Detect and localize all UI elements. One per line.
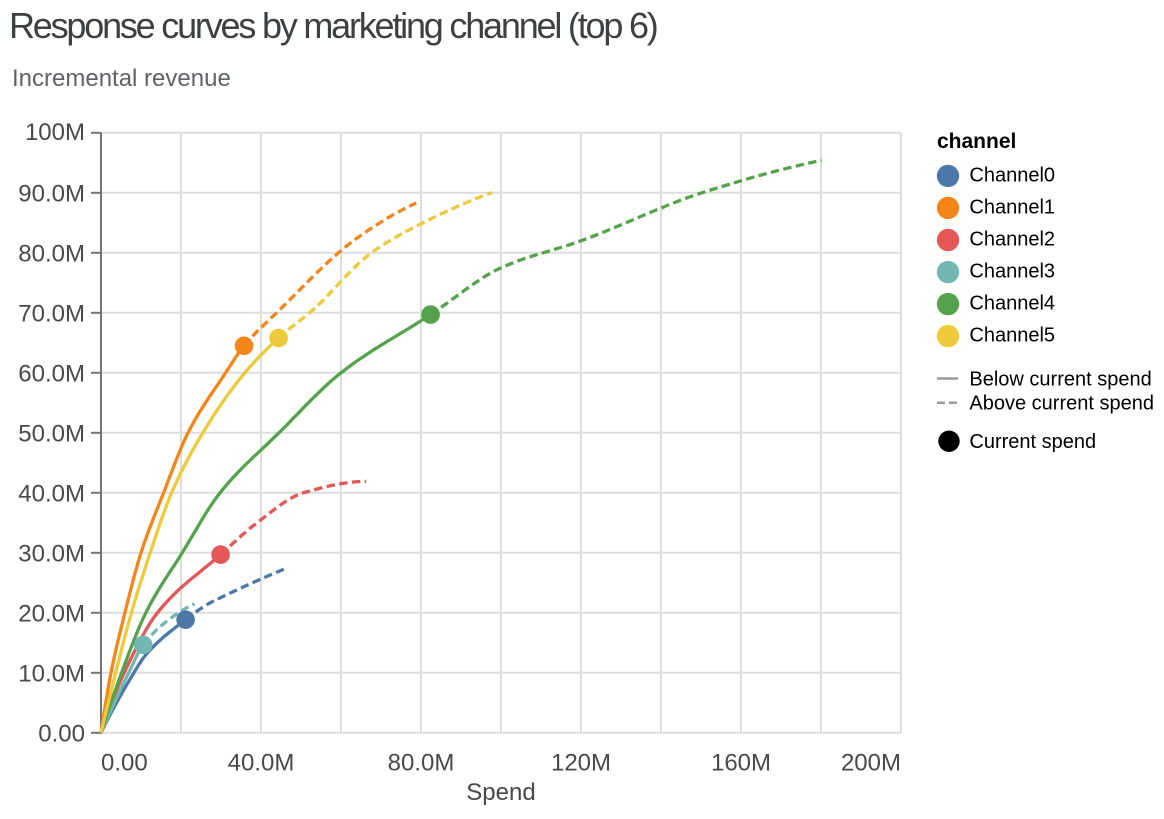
svg-text:100M: 100M bbox=[25, 119, 85, 146]
svg-text:Spend: Spend bbox=[466, 779, 535, 806]
svg-text:200M: 200M bbox=[841, 750, 901, 777]
svg-text:Channel0: Channel0 bbox=[969, 164, 1055, 186]
svg-text:Below current spend: Below current spend bbox=[969, 368, 1151, 390]
svg-text:Response curves by marketing c: Response curves by marketing channel (to… bbox=[9, 5, 657, 46]
svg-text:120M: 120M bbox=[551, 750, 611, 777]
svg-text:Incremental revenue: Incremental revenue bbox=[12, 65, 231, 92]
svg-text:Channel5: Channel5 bbox=[969, 325, 1055, 347]
svg-text:20.0M: 20.0M bbox=[18, 600, 85, 627]
svg-text:Channel4: Channel4 bbox=[969, 293, 1055, 315]
svg-text:Current spend: Current spend bbox=[969, 431, 1096, 453]
svg-text:0.00: 0.00 bbox=[101, 750, 148, 777]
svg-text:30.0M: 30.0M bbox=[18, 540, 85, 567]
svg-text:Channel2: Channel2 bbox=[969, 229, 1055, 251]
svg-text:channel: channel bbox=[937, 130, 1016, 153]
svg-text:40.0M: 40.0M bbox=[228, 750, 295, 777]
svg-text:50.0M: 50.0M bbox=[18, 420, 85, 447]
svg-text:10.0M: 10.0M bbox=[18, 660, 85, 687]
svg-text:40.0M: 40.0M bbox=[18, 480, 85, 507]
svg-text:0.00: 0.00 bbox=[38, 720, 85, 747]
svg-text:90.0M: 90.0M bbox=[18, 180, 85, 207]
svg-text:160M: 160M bbox=[711, 750, 771, 777]
svg-text:80.0M: 80.0M bbox=[18, 240, 85, 267]
svg-text:60.0M: 60.0M bbox=[18, 360, 85, 387]
svg-text:80.0M: 80.0M bbox=[388, 750, 455, 777]
svg-text:Above current spend: Above current spend bbox=[969, 393, 1154, 415]
svg-text:70.0M: 70.0M bbox=[18, 300, 85, 327]
svg-text:Channel1: Channel1 bbox=[969, 196, 1055, 218]
svg-text:Channel3: Channel3 bbox=[969, 261, 1055, 283]
